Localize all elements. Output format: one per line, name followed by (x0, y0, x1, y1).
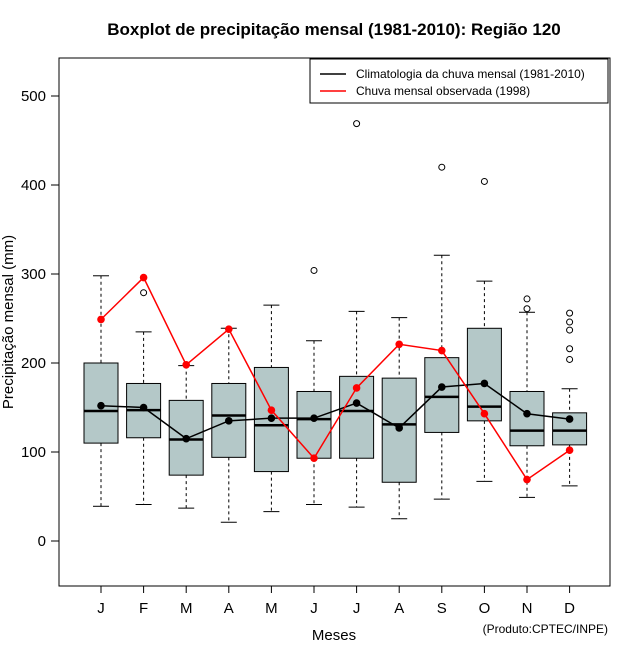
climatology-point (395, 424, 404, 432)
x-axis-title: Meses (312, 627, 356, 644)
x-tick-label: M (265, 600, 278, 617)
climatology-point (182, 434, 190, 443)
climatology-point (352, 399, 361, 407)
box-5 (296, 266, 332, 506)
outlier-point (566, 355, 574, 363)
x-tick-label: J (310, 600, 318, 617)
series-lines (97, 273, 574, 484)
box-body (509, 390, 545, 447)
y-tick-label: 100 (21, 444, 46, 461)
climatology-point (139, 403, 148, 412)
x-tick-label: N (522, 600, 533, 617)
x-tick-label: A (224, 600, 234, 617)
y-tick-label: 200 (21, 355, 46, 372)
box-body (296, 390, 332, 459)
outlier-point (566, 326, 574, 334)
y-axis: 0 100 200 300 400 500 (21, 88, 60, 550)
climatology-point (565, 415, 574, 423)
outlier-point (353, 120, 361, 128)
x-tick-label: J (353, 600, 361, 617)
observed-point (565, 446, 574, 455)
x-tick-label: A (394, 600, 404, 617)
box-0 (83, 275, 119, 507)
legend-observed-label: Chuva mensal observada (1998) (356, 84, 530, 98)
x-tick-label: S (437, 600, 447, 617)
observed-point (438, 346, 446, 355)
outlier-point (566, 345, 574, 353)
y-tick-label: 400 (21, 177, 46, 194)
climatology-point (480, 379, 489, 388)
outlier-point (480, 177, 488, 185)
y-axis-title: Precipitação mensal (mm) (0, 235, 17, 409)
observed-point (480, 409, 489, 418)
climatology-point (310, 414, 318, 422)
observed-point (267, 406, 276, 414)
climatology-point (523, 409, 531, 418)
y-tick-label: 500 (21, 88, 46, 105)
series-line-climatology (100, 382, 570, 440)
x-tick-label: J (97, 600, 105, 617)
x-tick-label: D (564, 600, 575, 617)
box-1 (126, 289, 162, 506)
box-9 (466, 177, 502, 482)
credit-text: (Produto:CPTEC/INPE) (483, 622, 608, 636)
outlier-point (566, 318, 574, 326)
box-body (424, 357, 460, 433)
observed-point (310, 454, 318, 463)
box-11 (552, 309, 588, 487)
series-line-observed (100, 276, 571, 481)
climatology-point (267, 414, 276, 422)
observed-point (182, 360, 190, 369)
legend-box (309, 58, 609, 104)
box-8 (424, 163, 460, 500)
outlier-point (310, 266, 318, 274)
observed-point (352, 384, 361, 392)
observed-point (97, 315, 105, 324)
legend: Climatologia da chuva mensal (1981-2010)… (309, 58, 609, 104)
outlier-point (566, 309, 574, 317)
chart-title: Boxplot de precipitação mensal (1981-201… (107, 20, 561, 39)
outlier-point (140, 289, 148, 297)
legend-climatology-label: Climatologia da chuva mensal (1981-2010) (356, 67, 585, 81)
outlier-point (523, 305, 531, 313)
box-group (83, 120, 588, 523)
box-6 (339, 120, 375, 508)
x-tick-label: M (180, 600, 193, 617)
observed-point (225, 325, 233, 333)
observed-point (395, 340, 404, 349)
box-10 (509, 295, 545, 498)
climatology-point (97, 401, 105, 410)
outlier-point (438, 163, 446, 171)
box-3 (211, 327, 247, 523)
x-tick-label: O (479, 600, 491, 617)
climatology-point (225, 417, 233, 425)
observed-point (139, 273, 148, 282)
plot-frame (58, 57, 611, 587)
x-tick-label: F (139, 600, 148, 617)
y-tick-label: 0 (38, 533, 46, 550)
observed-point (523, 475, 531, 484)
y-tick-label: 300 (21, 266, 46, 283)
climatology-point (438, 383, 446, 391)
outlier-point (523, 295, 531, 303)
